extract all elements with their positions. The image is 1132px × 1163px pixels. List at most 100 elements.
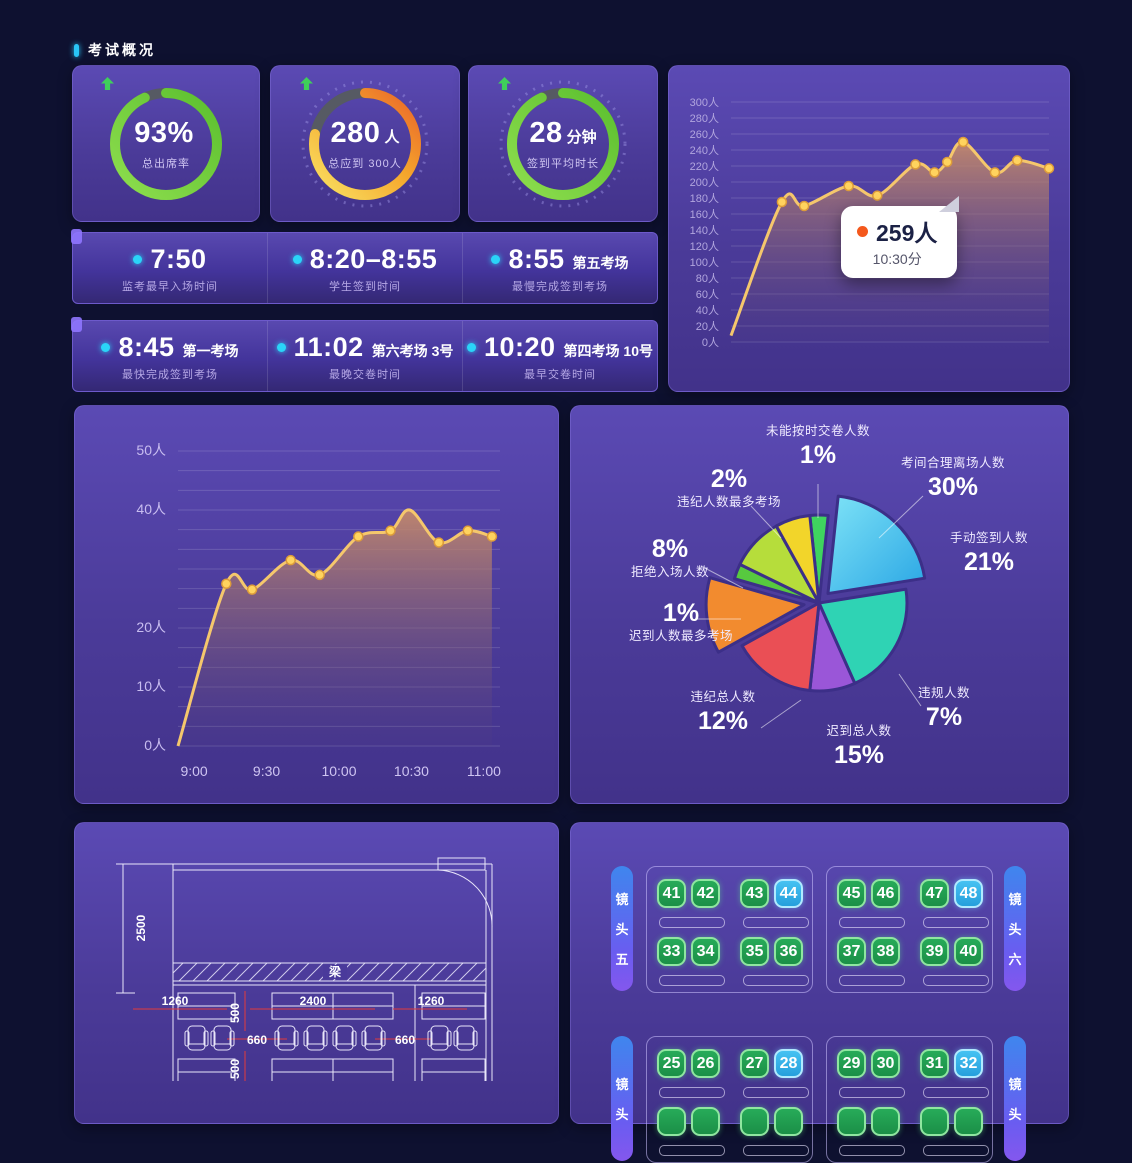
gauge-value: 93% xyxy=(134,116,194,149)
pie-slice[interactable] xyxy=(774,514,821,605)
desk xyxy=(839,975,905,986)
stat-item: 8:45 第一考场 最快完成签到考场 xyxy=(73,321,267,391)
desk xyxy=(743,1145,809,1156)
pie-label-name: 考间合理离场人数 xyxy=(900,456,1005,470)
pie-slice[interactable] xyxy=(740,601,821,692)
gauge-ring xyxy=(110,87,222,200)
svg-text:160人: 160人 xyxy=(690,208,719,221)
gauge-card-avg-signin-time: 28 分钟 签到平均时长 xyxy=(468,65,658,222)
bullet-dot-icon xyxy=(292,255,302,264)
seat[interactable]: 38 xyxy=(871,937,900,966)
bullet-dot-icon xyxy=(101,343,111,352)
seat[interactable]: 40 xyxy=(954,937,983,966)
svg-text:20人: 20人 xyxy=(696,320,719,333)
camera-label: 镜头 xyxy=(1004,1036,1026,1161)
page-title-text: 考试概况 xyxy=(88,42,156,58)
seat[interactable]: 25 xyxy=(657,1049,686,1078)
seat[interactable]: 30 xyxy=(871,1049,900,1078)
seat[interactable]: 45 xyxy=(837,879,866,908)
seat[interactable]: 43 xyxy=(740,879,769,908)
svg-text:1260: 1260 xyxy=(162,994,189,1008)
seat[interactable]: 34 xyxy=(691,937,720,966)
svg-text:100人: 100人 xyxy=(690,256,719,269)
seat[interactable]: 44 xyxy=(774,879,803,908)
pie-slice[interactable] xyxy=(704,576,806,654)
stat-item: 8:20–8:55 学生签到时间 xyxy=(267,233,462,303)
pie-slice[interactable] xyxy=(817,587,909,685)
page-title: 考试概况 xyxy=(74,40,156,60)
seat[interactable] xyxy=(954,1107,983,1136)
pie-label: 1% 迟到人数最多考场 xyxy=(601,598,761,645)
stat-time: 11:02 xyxy=(293,332,364,362)
seat[interactable]: 42 xyxy=(691,879,720,908)
bullet-dot-icon xyxy=(276,343,286,352)
desk xyxy=(659,1145,725,1156)
seat-block: 25 26 27 28 xyxy=(646,1036,813,1163)
svg-text:10:30: 10:30 xyxy=(394,763,429,779)
seat[interactable] xyxy=(657,1107,686,1136)
gauge-card-signed-in: 280 人 总应到 300人 xyxy=(270,65,460,222)
svg-text:300人: 300人 xyxy=(690,96,719,109)
seat[interactable] xyxy=(920,1107,949,1136)
desk xyxy=(923,975,989,986)
seat[interactable]: 26 xyxy=(691,1049,720,1078)
seat[interactable] xyxy=(774,1107,803,1136)
stat-item: 10:20 第四考场 10号 最早交卷时间 xyxy=(462,321,657,391)
seat[interactable] xyxy=(691,1107,720,1136)
gauge-ring xyxy=(301,80,429,207)
desk xyxy=(659,1087,725,1098)
pie-label: 迟到总人数 15% xyxy=(779,724,939,771)
up-arrow-icon xyxy=(300,76,313,90)
seat[interactable]: 41 xyxy=(657,879,686,908)
seat[interactable] xyxy=(837,1107,866,1136)
seat[interactable]: 27 xyxy=(740,1049,769,1078)
pie-label: 8% 拒绝入场人数 xyxy=(590,534,750,581)
svg-text:200人: 200人 xyxy=(690,176,719,189)
seat[interactable]: 31 xyxy=(920,1049,949,1078)
gauge-unit: 人 xyxy=(384,128,400,146)
seat[interactable]: 28 xyxy=(774,1049,803,1078)
stat-item: 8:55 第五考场 最慢完成签到考场 xyxy=(462,233,657,303)
seat[interactable] xyxy=(740,1107,769,1136)
gauge-ring xyxy=(499,80,627,207)
gauge-label: 签到平均时长 xyxy=(527,157,599,170)
seat[interactable]: 39 xyxy=(920,937,949,966)
stat-bar-times-1: 7:50 监考最早入场时间 8:20–8:55 学生签到时间 8:55 第五考场 最慢完成签… xyxy=(71,229,658,304)
gauge-unit: 分钟 xyxy=(566,128,597,146)
stat-item: 7:50 监考最早入场时间 xyxy=(73,233,267,303)
svg-text:660: 660 xyxy=(395,1033,415,1047)
desk xyxy=(923,1145,989,1156)
stat-suffix: 第四考场 10号 xyxy=(563,343,654,359)
dashboard: { "colors":{ "background":"#0e1130","acc… xyxy=(71,40,1070,1163)
pie-label-name: 违纪人数最多考场 xyxy=(676,495,781,510)
pie-label: 2% 违纪人数最多考场 xyxy=(649,464,809,511)
camera-label: 镜头五 xyxy=(611,866,633,991)
exam-breakdown-pie[interactable] xyxy=(571,406,1068,803)
seat[interactable]: 47 xyxy=(920,879,949,908)
desk xyxy=(839,917,905,928)
desk xyxy=(923,917,989,928)
svg-text:500: 500 xyxy=(228,1003,242,1023)
stat-suffix: 第六考场 3号 xyxy=(371,343,454,359)
seat[interactable]: 37 xyxy=(837,937,866,966)
gauge-value: 280 xyxy=(330,116,381,149)
up-arrow-icon xyxy=(101,76,114,90)
stat-time: 8:45 xyxy=(118,332,175,362)
interval-trend-chart[interactable]: 0人 10人 20人 40人 50人 9:00 9:30 10:00 10:30 11:00 xyxy=(75,406,558,803)
interval-trend-card: 0人 10人 20人 40人 50人 9:00 9:30 10:00 10:30 11:00 xyxy=(74,405,559,804)
seat[interactable]: 33 xyxy=(657,937,686,966)
svg-text:梁: 梁 xyxy=(328,964,341,979)
up-arrow-icon xyxy=(498,76,511,90)
seat[interactable]: 29 xyxy=(837,1049,866,1078)
seat[interactable]: 32 xyxy=(954,1049,983,1078)
seat[interactable]: 36 xyxy=(774,937,803,966)
seat[interactable]: 35 xyxy=(740,937,769,966)
seat[interactable]: 48 xyxy=(954,879,983,908)
pie-leader-lines xyxy=(695,484,924,729)
svg-text:280人: 280人 xyxy=(690,112,719,125)
pie-label-percent: 8% xyxy=(651,535,689,563)
pie-label-name: 迟到总人数 xyxy=(826,724,892,738)
seat[interactable] xyxy=(871,1107,900,1136)
seat[interactable]: 46 xyxy=(871,879,900,908)
svg-text:40人: 40人 xyxy=(696,304,719,317)
